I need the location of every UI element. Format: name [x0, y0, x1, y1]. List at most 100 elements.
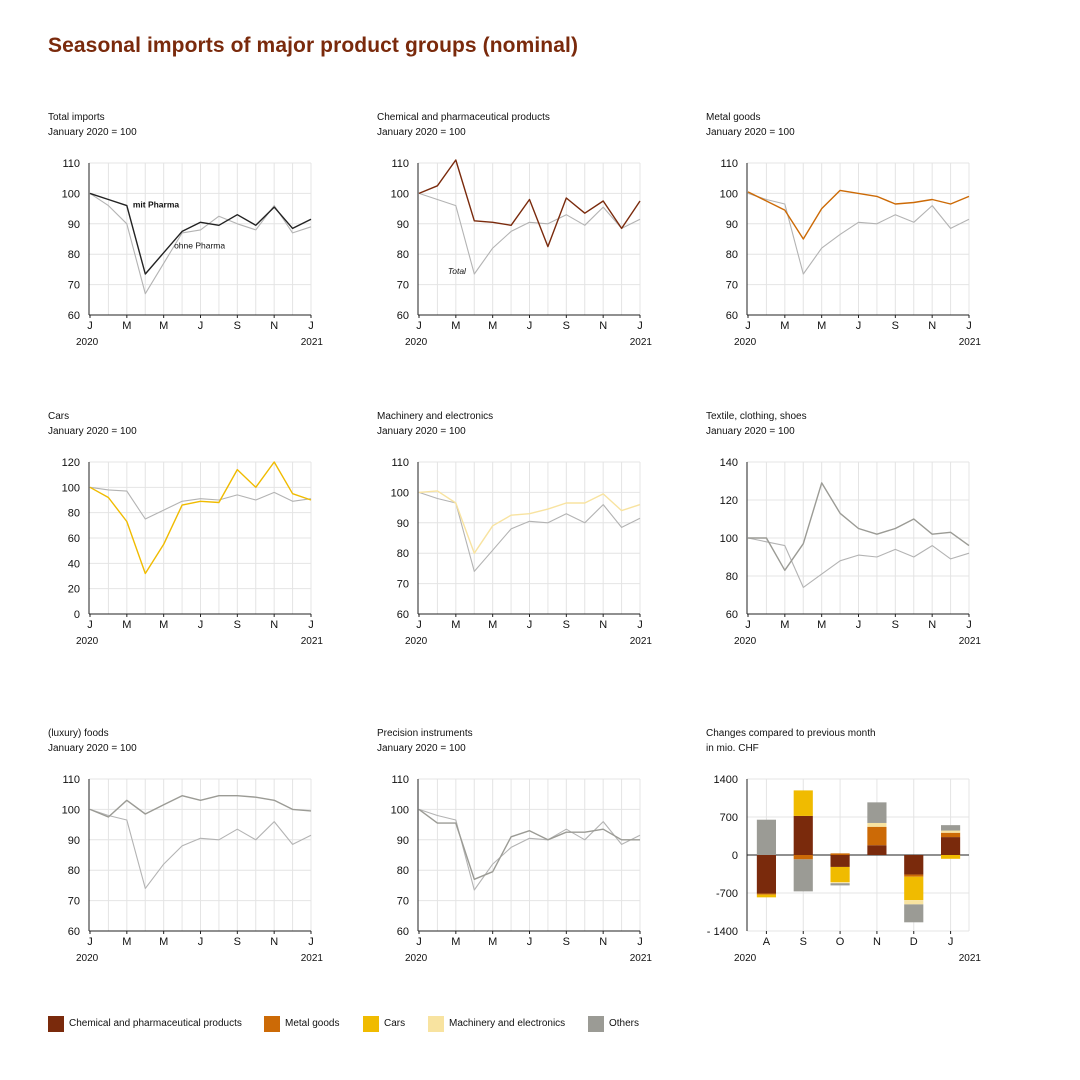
series-line	[418, 808, 640, 881]
bar-segment	[793, 815, 813, 855]
panel-subtitle-text: January 2020 = 100	[377, 743, 466, 754]
y-tick-label: 20	[68, 584, 80, 596]
series-line	[418, 159, 641, 248]
x-tick-label: S	[234, 936, 241, 948]
y-tick-label: 100	[720, 188, 738, 200]
y-tick-label: 80	[397, 548, 409, 560]
bar-segment	[793, 855, 813, 860]
bar-segment	[904, 904, 924, 923]
x-tick-label: M	[817, 619, 826, 631]
x-tick-label: M	[817, 320, 826, 332]
x-tick-label: M	[451, 320, 460, 332]
bar-segment	[830, 855, 850, 867]
bar-segment	[941, 832, 961, 838]
y-tick-label: 60	[68, 310, 80, 322]
bar-segment	[904, 874, 924, 877]
series-line	[89, 794, 312, 818]
y-tick-label: 70	[397, 579, 409, 591]
panel-subtitle-text: January 2020 = 100	[48, 127, 137, 138]
panel-subtitle-text: in mio. CHF	[706, 743, 759, 754]
panel-subtitle-text: January 2020 = 100	[48, 426, 137, 437]
y-tick-label: 100	[62, 482, 80, 494]
chart-metal-goods: 110 100 90 80 70 60 J M M J S N J 2020 2021	[720, 158, 982, 348]
y-tick-label: - 1400	[707, 926, 738, 938]
x-tick-label: J	[637, 320, 643, 332]
x-year-label-end: 2021	[630, 337, 653, 348]
series-line	[418, 192, 641, 275]
panel-title: Precision instruments January 2020 = 100	[377, 726, 473, 756]
bar-segment	[830, 866, 850, 883]
y-tick-label: 90	[397, 835, 409, 847]
x-tick-label: J	[416, 619, 422, 631]
series-line	[418, 490, 641, 554]
panel-foods: (luxury) foods January 2020 = 100 110 100…	[48, 726, 348, 986]
y-tick-label: 40	[68, 558, 80, 570]
x-year-label-end: 2021	[959, 337, 982, 348]
y-tick-label: 80	[68, 508, 80, 520]
x-year-label-start: 2020	[405, 636, 428, 647]
panel-metal-goods: Metal goods January 2020 = 100 110 100 90 8…	[706, 110, 1006, 370]
x-year-label-end: 2021	[959, 953, 982, 964]
x-year-label-start: 2020	[76, 337, 99, 348]
x-year-label-start: 2020	[734, 636, 757, 647]
x-tick-label: N	[928, 320, 936, 332]
series-line	[89, 192, 312, 275]
panel-title-text: Chemical and pharmaceutical products	[377, 112, 550, 123]
y-tick-label: 100	[391, 804, 409, 816]
y-tick-label: 100	[62, 188, 80, 200]
panel-subtitle-text: January 2020 = 100	[48, 743, 137, 754]
x-tick-label: N	[928, 619, 936, 631]
y-tick-label: 80	[397, 865, 409, 877]
x-tick-label: J	[856, 619, 862, 631]
y-tick-label: -700	[716, 888, 738, 900]
bar-segment	[867, 802, 887, 823]
chart-foods: 110 100 90 80 70 60 J M M J S N J 2020 2021	[62, 774, 324, 964]
y-tick-label: 80	[726, 571, 738, 583]
y-tick-label: 100	[62, 804, 80, 816]
panel-title-text: Precision instruments	[377, 728, 473, 739]
bar-segment	[904, 900, 924, 905]
x-tick-label: N	[599, 619, 607, 631]
panel-title-text: Metal goods	[706, 112, 761, 123]
y-tick-label: 90	[397, 219, 409, 231]
y-tick-label: 120	[720, 495, 738, 507]
x-tick-label: S	[892, 320, 899, 332]
panel-subtitle-text: January 2020 = 100	[377, 127, 466, 138]
x-tick-label: M	[451, 936, 460, 948]
panel-monthly-changes: Changes compared to previous month in mi…	[706, 726, 1006, 986]
panel-subtitle-text: January 2020 = 100	[706, 426, 795, 437]
x-year-label-start: 2020	[405, 337, 428, 348]
y-tick-label: 100	[391, 487, 409, 499]
y-tick-label: 0	[74, 609, 80, 621]
x-year-label-start: 2020	[76, 953, 99, 964]
bar-segment	[756, 893, 776, 895]
y-tick-label: 80	[68, 865, 80, 877]
panel-subtitle-text: January 2020 = 100	[377, 426, 466, 437]
panel-title: Changes compared to previous month in mi…	[706, 726, 876, 756]
panel-total-imports: Total imports January 2020 = 100 110 100 9…	[48, 110, 348, 370]
x-tick-label: J	[87, 320, 93, 332]
bar-segment	[756, 855, 776, 894]
legend-swatch	[588, 1016, 604, 1032]
series-annotation: ohne Pharma	[174, 240, 225, 250]
y-tick-label: 110	[391, 774, 409, 786]
bar-segment	[756, 819, 776, 855]
y-tick-label: 60	[397, 310, 409, 322]
bar-segment	[941, 830, 961, 833]
y-tick-label: 60	[68, 926, 80, 938]
panel-textile: Textile, clothing, shoes January 2020 = …	[706, 409, 1006, 669]
x-year-label-start: 2020	[734, 953, 757, 964]
y-tick-label: 60	[726, 310, 738, 322]
y-tick-label: 80	[397, 249, 409, 261]
x-tick-label: S	[800, 936, 807, 948]
x-tick-label: M	[451, 619, 460, 631]
bar-segment	[904, 876, 924, 901]
panel-title-text: Cars	[48, 411, 70, 422]
page-title: Seasonal imports of major product groups…	[48, 34, 579, 57]
panel-machinery: Machinery and electronics January 2020 =…	[377, 409, 677, 669]
panel-title: Cars January 2020 = 100	[48, 409, 137, 439]
bar-segment	[830, 882, 850, 884]
y-tick-label: 70	[397, 280, 409, 292]
panel-title: Total imports January 2020 = 100	[48, 110, 137, 140]
y-tick-label: 90	[397, 518, 409, 530]
